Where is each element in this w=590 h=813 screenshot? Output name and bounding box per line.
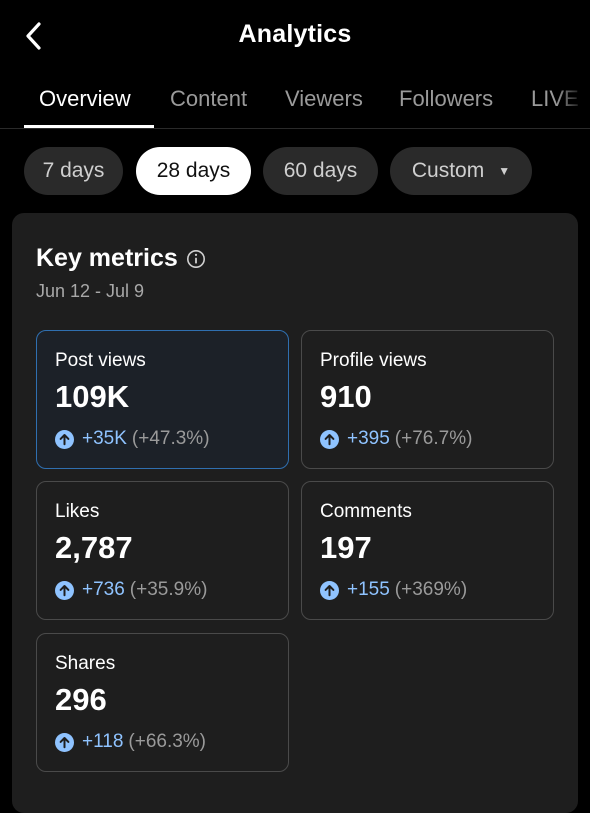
back-button[interactable] (18, 18, 50, 54)
arrow-up-circle-icon (55, 580, 74, 600)
metric-delta: +395 (347, 428, 390, 449)
active-tab-indicator (24, 125, 154, 128)
metric-percent: (+369%) (394, 579, 468, 600)
info-icon[interactable] (186, 249, 206, 269)
metric-value: 109K (55, 379, 130, 414)
metric-value: 910 (320, 379, 372, 414)
tab-bar: Overview Content Viewers Followers LIVE (0, 72, 590, 129)
key-metrics-panel: Key metrics Jun 12 - Jul 9 Post views 10… (12, 213, 578, 813)
date-range-label: Jun 12 - Jul 9 (36, 281, 145, 301)
arrow-up-circle-icon (55, 429, 74, 449)
metric-percent: (+76.7%) (394, 428, 473, 449)
tab-followers[interactable]: Followers (399, 86, 494, 111)
metric-percent: (+66.3%) (128, 731, 207, 752)
range-chip-28-days[interactable]: 28 days (136, 147, 251, 195)
chevron-left-icon (26, 22, 41, 50)
metric-card-shares[interactable]: Shares 296 +118 (+66.3%) (36, 633, 289, 772)
metric-label: Post views (55, 350, 146, 371)
page-title: Analytics (238, 20, 352, 48)
metric-delta: +736 (82, 579, 125, 600)
range-chip-60-days[interactable]: 60 days (263, 147, 378, 195)
caret-down-icon: ▼ (498, 164, 511, 178)
metric-label: Likes (55, 501, 100, 522)
metric-card-comments[interactable]: Comments 197 +155 (+369%) (301, 481, 554, 620)
metric-percent: (+35.9%) (129, 579, 208, 600)
range-chip-label: 28 days (156, 159, 231, 182)
metric-delta: +118 (82, 731, 124, 752)
key-metrics-title: Key metrics (36, 244, 178, 272)
metric-card-profile-views[interactable]: Profile views 910 +395 (+76.7%) (301, 330, 554, 469)
metric-card-post-views[interactable]: Post views 109K +35K (+47.3%) (36, 330, 289, 469)
arrow-up-circle-icon (320, 580, 339, 600)
metric-change: +155 (+369%) (320, 579, 467, 601)
metric-value: 296 (55, 682, 107, 717)
range-chip-label: 60 days (283, 159, 358, 182)
metric-value: 2,787 (55, 530, 133, 565)
range-chip-custom[interactable]: Custom ▼ (390, 147, 532, 195)
tabs-scroll-fade (556, 72, 590, 128)
range-chip-label: Custom (411, 159, 485, 182)
metric-label: Comments (320, 501, 412, 522)
metric-change: +118 (+66.3%) (55, 731, 206, 753)
metric-change: +736 (+35.9%) (55, 579, 207, 601)
metric-change: +395 (+76.7%) (320, 428, 472, 450)
range-chip-7-days[interactable]: 7 days (24, 147, 123, 195)
tab-overview[interactable]: Overview (39, 86, 131, 111)
metric-delta: +155 (347, 579, 390, 600)
metric-label: Profile views (320, 350, 427, 371)
metric-label: Shares (55, 653, 116, 674)
metric-change: +35K (+47.3%) (55, 428, 210, 450)
app-header: Analytics (0, 0, 590, 72)
range-chip-label: 7 days (42, 159, 105, 182)
date-range-selector: 7 days 28 days 60 days Custom ▼ (0, 147, 590, 195)
key-metrics-heading: Key metrics (36, 244, 206, 273)
metric-percent: (+47.3%) (131, 428, 210, 449)
metric-delta: +35K (82, 428, 127, 449)
tab-content[interactable]: Content (170, 86, 248, 111)
arrow-up-circle-icon (55, 732, 74, 752)
metric-value: 197 (320, 530, 372, 565)
arrow-up-circle-icon (320, 429, 339, 449)
tab-viewers[interactable]: Viewers (285, 86, 363, 111)
metric-card-likes[interactable]: Likes 2,787 +736 (+35.9%) (36, 481, 289, 620)
